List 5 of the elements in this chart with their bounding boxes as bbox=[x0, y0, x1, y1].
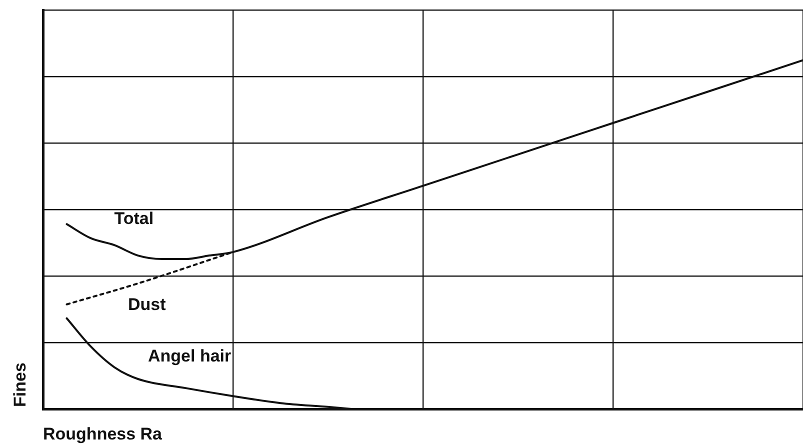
series-label: Angel hair bbox=[148, 346, 232, 366]
y-axis-title: Fines bbox=[10, 362, 30, 407]
x-axis-title: Roughness Ra bbox=[43, 424, 163, 444]
series-label: Total bbox=[114, 208, 154, 228]
series-label: Dust bbox=[128, 295, 166, 314]
